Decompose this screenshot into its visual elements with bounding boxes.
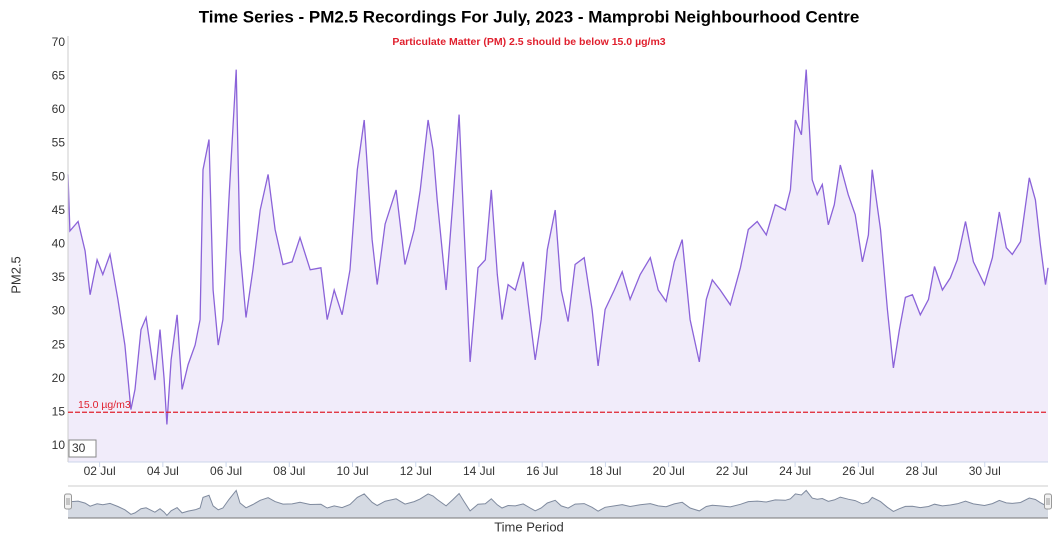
x-tick-label: 06 Jul: [210, 464, 242, 478]
x-tick-label: 18 Jul: [589, 464, 621, 478]
y-tick-label: 15: [52, 404, 66, 418]
range-input-box: [68, 439, 97, 458]
x-tick-label: 02 Jul: [84, 464, 116, 478]
x-tick-label: 28 Jul: [906, 464, 938, 478]
y-tick-label: 60: [52, 102, 66, 116]
y-tick-label: 45: [52, 203, 66, 217]
navigator-handle[interactable]: [1044, 493, 1052, 510]
range-input: 30: [72, 441, 86, 455]
x-tick-label: 14 Jul: [463, 464, 495, 478]
x-tick-label: 16 Jul: [526, 464, 558, 478]
x-tick-label: 30 Jul: [969, 464, 1001, 478]
x-tick-label: 24 Jul: [779, 464, 811, 478]
threshold-label: 15.0 µg/m3: [78, 399, 131, 411]
x-axis-title: Time Period: [494, 519, 564, 534]
navigator-handle[interactable]: [64, 493, 72, 510]
x-tick-label: 10 Jul: [337, 464, 369, 478]
y-tick-label: 10: [52, 438, 66, 452]
y-tick-label: 55: [52, 136, 66, 150]
navigator-line: [67, 489, 1049, 517]
chart-title: Time Series - PM2.5 Recordings For July,…: [199, 7, 860, 26]
x-tick-label: 12 Jul: [400, 464, 432, 478]
y-tick-label: 35: [52, 270, 66, 284]
x-tick-label: 22 Jul: [716, 464, 748, 478]
y-tick-label: 50: [52, 169, 66, 183]
y-tick-label: 70: [52, 35, 66, 49]
y-axis-title: PM2.5: [8, 256, 23, 294]
x-tick-label: 20 Jul: [653, 464, 685, 478]
chart-subtitle: Particulate Matter (PM) 2.5 should be be…: [392, 36, 665, 48]
y-tick-label: 65: [52, 68, 66, 82]
navigator-line-fill: [68, 490, 1048, 518]
area-line: [67, 69, 1049, 425]
y-tick-label: 25: [52, 337, 66, 351]
area-line-fill: [68, 69, 1048, 462]
x-tick-label: 04 Jul: [147, 464, 179, 478]
x-tick-label: 26 Jul: [842, 464, 874, 478]
y-tick-label: 20: [52, 371, 66, 385]
y-tick-label: 30: [52, 304, 66, 318]
y-tick-label: 40: [52, 236, 66, 250]
x-tick-label: 08 Jul: [273, 464, 305, 478]
